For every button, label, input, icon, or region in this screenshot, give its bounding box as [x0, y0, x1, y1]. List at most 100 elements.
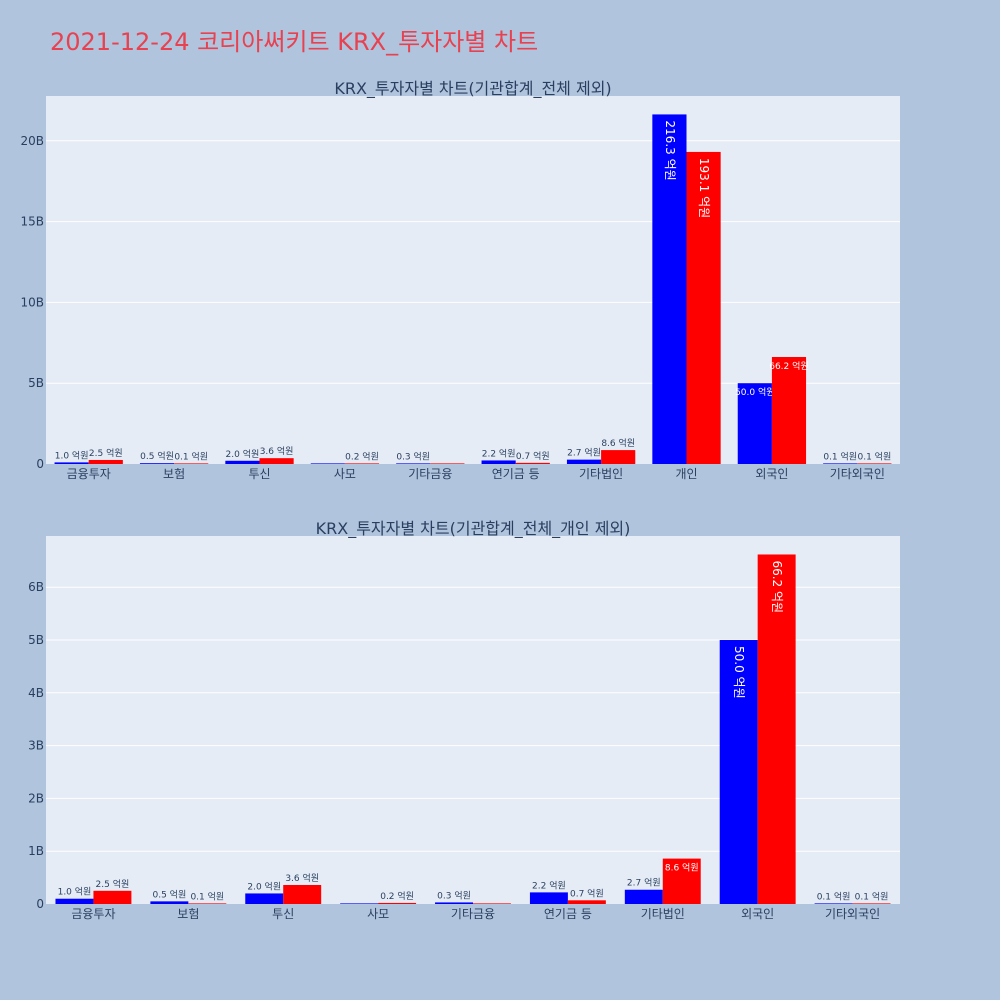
bar — [259, 458, 294, 464]
data-label: 216.3 억원 — [663, 120, 677, 180]
y-tick-label: 3B — [28, 739, 44, 753]
bar — [310, 463, 345, 464]
bar — [567, 900, 606, 904]
x-tick-label: 투신 — [248, 467, 270, 481]
data-label: 66.2 억원 — [770, 560, 784, 613]
x-tick-label: 기타법인 — [579, 467, 623, 481]
data-label: 0.1 억원 — [855, 890, 889, 902]
bar — [652, 114, 687, 464]
bar — [601, 450, 636, 464]
data-label: 1.0 억원 — [58, 886, 92, 898]
bar — [283, 884, 322, 904]
bar — [481, 460, 516, 464]
data-label: 0.7 억원 — [516, 450, 550, 462]
bar — [396, 463, 431, 464]
y-tick-label: 20B — [20, 134, 44, 148]
data-label: 3.6 억원 — [285, 872, 319, 884]
bar — [852, 903, 891, 904]
bar — [378, 902, 417, 904]
bar — [54, 462, 89, 464]
x-tick-label: 보험 — [163, 467, 185, 481]
y-tick-label: 0 — [36, 457, 44, 471]
y-tick-label: 2B — [28, 791, 44, 805]
bar — [662, 858, 701, 904]
chart-title: KRX_투자자별 차트(기관합계_전체_개인 제외) — [316, 519, 631, 539]
page-title: 2021-12-24 코리아써키트 KRX_투자자별 차트 — [50, 28, 539, 56]
data-label: 193.1 억원 — [697, 158, 711, 218]
bar — [174, 463, 209, 464]
data-label: 0.1 억원 — [817, 890, 851, 902]
y-tick-label: 15B — [20, 215, 44, 229]
data-label: 2.2 억원 — [532, 879, 566, 891]
bar — [55, 898, 94, 904]
data-label: 0.3 억원 — [437, 889, 471, 901]
bar — [857, 463, 892, 464]
bar — [566, 459, 602, 464]
x-tick-label: 기타외국인 — [830, 467, 885, 481]
data-label: 3.6 억원 — [260, 445, 294, 457]
data-label: 0.1 억원 — [823, 450, 857, 462]
data-label: 0.2 억원 — [345, 450, 379, 462]
bar — [245, 893, 284, 904]
bar — [473, 903, 511, 904]
data-label: 0.1 억원 — [190, 890, 224, 902]
y-tick-label: 5B — [28, 633, 44, 647]
chart-1: 0 5B 10B 15B 20B KRX_투자자별 차트(기관합계_전체 제외) 금융투자 1… — [20, 79, 900, 481]
x-tick-label: 사모 — [367, 907, 389, 921]
data-label: 0.3 억원 — [396, 450, 430, 462]
x-tick-label: 투신 — [272, 907, 294, 921]
bar — [225, 460, 260, 464]
data-label: 0.2 억원 — [380, 890, 414, 902]
bar — [139, 463, 175, 464]
x-tick-label: 기타금융 — [451, 907, 495, 921]
bar — [188, 903, 227, 904]
data-label: 2.0 억원 — [226, 448, 260, 460]
bar — [150, 901, 189, 904]
data-label: 2.0 억원 — [247, 880, 281, 892]
data-label: 2.7 억원 — [567, 447, 601, 459]
data-label: 1.0 억원 — [55, 449, 89, 461]
x-tick-label: 외국인 — [741, 907, 774, 921]
y-tick-label: 6B — [28, 580, 44, 594]
bar — [430, 463, 465, 464]
x-tick-label: 연기금 등 — [544, 907, 592, 921]
data-label: 0.1 억원 — [174, 450, 208, 462]
y-tick-label: 4B — [28, 686, 44, 700]
data-label: 2.2 억원 — [482, 447, 516, 459]
data-label: 8.6 억원 — [665, 862, 699, 874]
x-tick-label: 외국인 — [755, 467, 788, 481]
data-label: 2.5 억원 — [96, 878, 130, 890]
bar — [757, 554, 796, 904]
bar — [435, 902, 473, 904]
data-label: 50.0 억원 — [732, 646, 746, 699]
x-tick-label: 기타법인 — [641, 907, 685, 921]
y-tick-label: 0 — [36, 897, 44, 911]
bar — [624, 889, 663, 904]
bar — [823, 463, 858, 464]
data-label: 0.7 억원 — [570, 887, 604, 899]
bar — [686, 151, 721, 464]
bar — [515, 462, 550, 464]
data-label: 50.0 억원 — [735, 386, 774, 398]
x-tick-label: 금융투자 — [71, 907, 115, 921]
bar — [719, 640, 758, 904]
bar — [340, 903, 379, 904]
x-tick-label: 연기금 등 — [492, 467, 540, 481]
data-label: 0.5 억원 — [140, 450, 174, 462]
bar — [737, 383, 772, 464]
x-tick-label: 기타금융 — [408, 467, 452, 481]
data-label: 2.5 억원 — [89, 447, 123, 459]
bar — [344, 463, 380, 464]
bar — [814, 903, 853, 904]
x-tick-label: 보험 — [177, 907, 199, 921]
chart-title: KRX_투자자별 차트(기관합계_전체 제외) — [334, 79, 611, 99]
data-label: 2.7 억원 — [627, 877, 661, 889]
y-tick-label: 10B — [20, 295, 44, 309]
data-label: 0.1 억원 — [858, 450, 892, 462]
x-tick-label: 금융투자 — [67, 467, 111, 481]
data-label: 8.6 억원 — [601, 437, 635, 449]
chart-2: 0 1B 2B 3B 4B 5B 6B KRX_투자자별 차트(기관합계_전체_개인 제외) 금… — [28, 519, 900, 921]
x-tick-label: 개인 — [675, 467, 697, 481]
bar — [771, 357, 807, 464]
data-label: 0.5 억원 — [152, 888, 186, 900]
